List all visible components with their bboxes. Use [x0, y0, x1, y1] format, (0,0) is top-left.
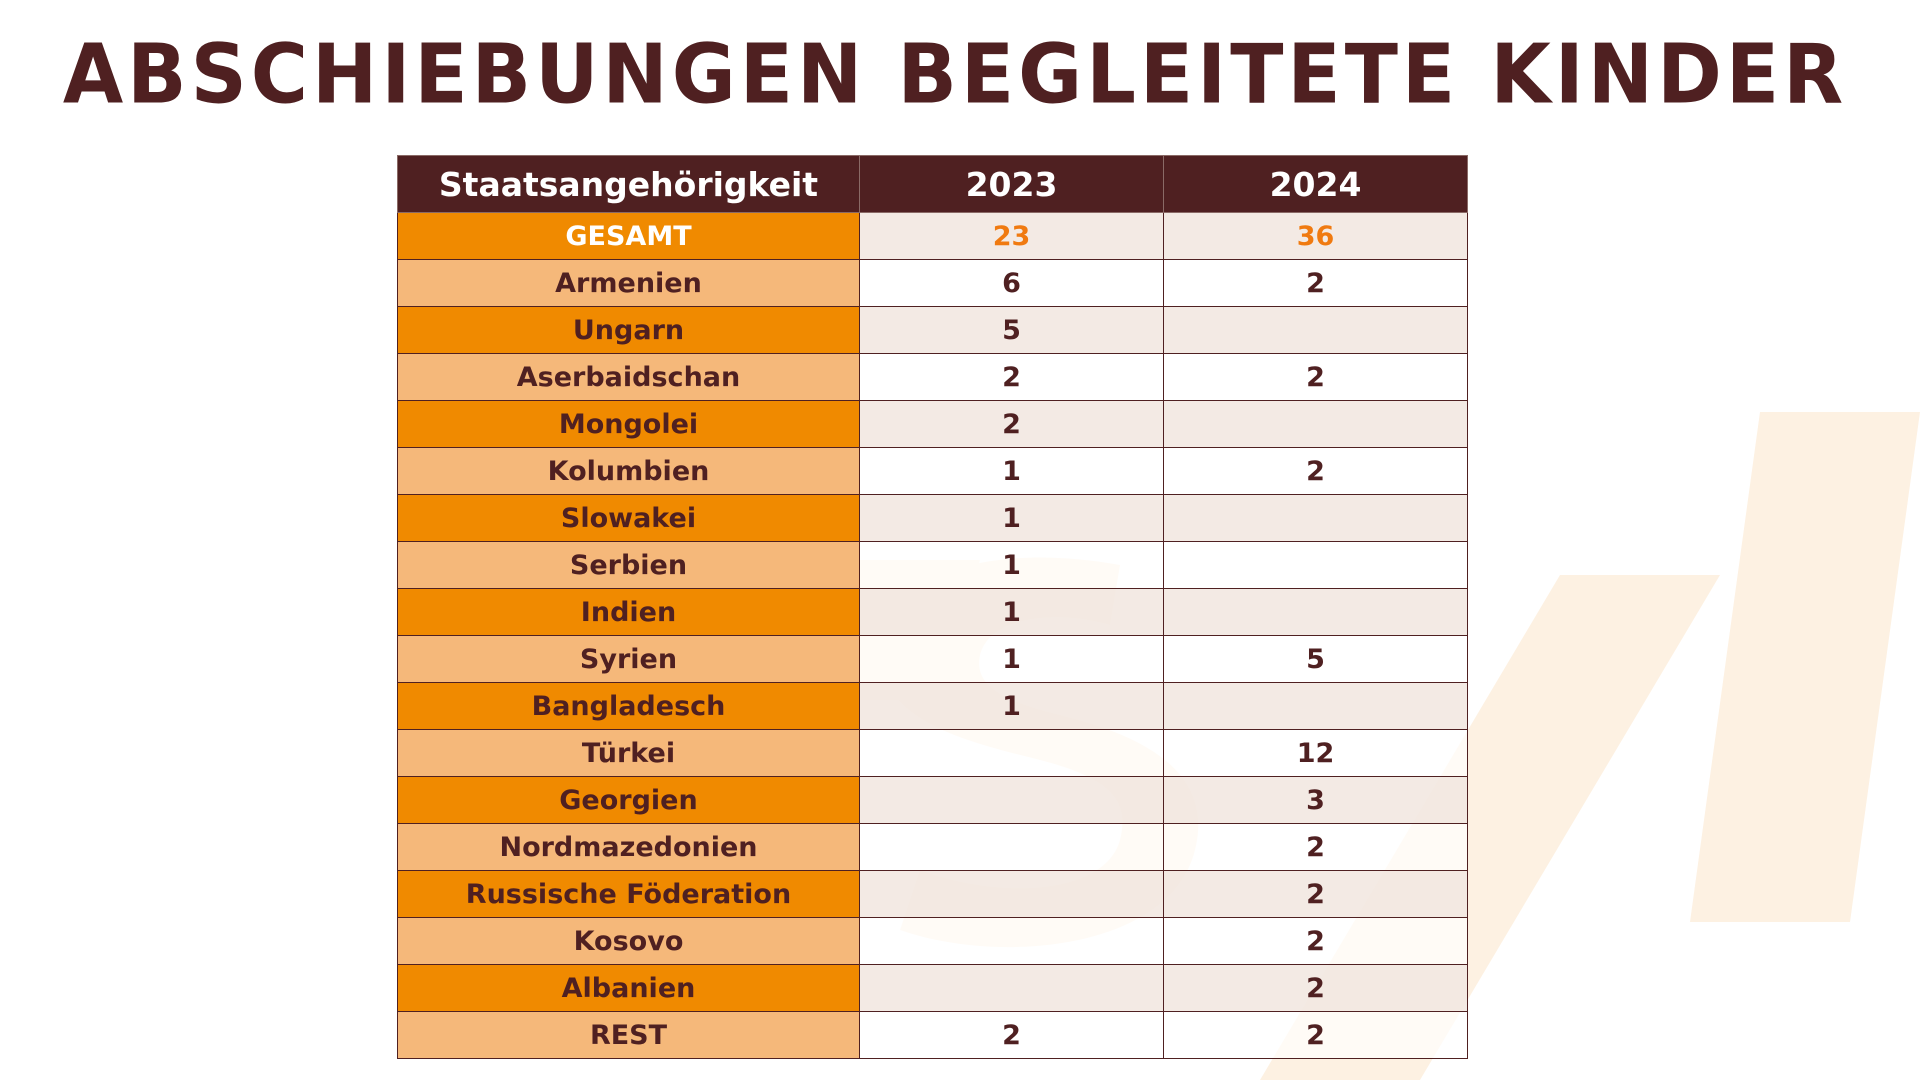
value-2023-cell: 1 — [859, 682, 1164, 730]
value-2024-cell: 36 — [1163, 212, 1468, 260]
value-2023-cell — [859, 823, 1164, 871]
nationality-cell: REST — [397, 1011, 860, 1059]
value-2024-cell: 2 — [1163, 964, 1468, 1012]
table-row: Serbien 1 — [397, 541, 1468, 589]
value-2024-cell — [1163, 682, 1468, 730]
nationality-cell: Nordmazedonien — [397, 823, 860, 871]
nationality-cell: Slowakei — [397, 494, 860, 542]
nationality-cell: Indien — [397, 588, 860, 636]
nationality-cell: Georgien — [397, 776, 860, 824]
value-2024-cell: 5 — [1163, 635, 1468, 683]
nationality-cell: Russische Föderation — [397, 870, 860, 918]
value-2023-cell: 2 — [859, 1011, 1164, 1059]
nationality-cell: Bangladesch — [397, 682, 860, 730]
watermark-slash-right — [1690, 412, 1920, 922]
value-2024-cell — [1163, 541, 1468, 589]
value-2023-cell: 6 — [859, 259, 1164, 307]
value-2023-cell — [859, 964, 1164, 1012]
value-2024-cell: 2 — [1163, 917, 1468, 965]
table-row: Syrien 1 5 — [397, 635, 1468, 683]
value-2023-cell: 5 — [859, 306, 1164, 354]
value-2023-cell: 2 — [859, 400, 1164, 448]
value-2024-cell: 2 — [1163, 1011, 1468, 1059]
column-header-2024: 2024 — [1163, 155, 1468, 213]
value-2023-cell: 2 — [859, 353, 1164, 401]
value-2023-cell — [859, 776, 1164, 824]
value-2023-cell: 1 — [859, 541, 1164, 589]
table-row: Ungarn 5 — [397, 306, 1468, 354]
nationality-cell: Albanien — [397, 964, 860, 1012]
value-2024-cell: 2 — [1163, 823, 1468, 871]
nationality-cell: Armenien — [397, 259, 860, 307]
value-2023-cell — [859, 917, 1164, 965]
table-row: Indien 1 — [397, 588, 1468, 636]
table-row: Russische Föderation 2 — [397, 870, 1468, 918]
table-header-row: Staatsangehörigkeit 2023 2024 — [397, 155, 1468, 213]
nationality-cell: Ungarn — [397, 306, 860, 354]
value-2024-cell — [1163, 306, 1468, 354]
table-row: Türkei 12 — [397, 729, 1468, 777]
column-header-2023: 2023 — [859, 155, 1164, 213]
table-row: Slowakei 1 — [397, 494, 1468, 542]
nationality-cell: Kosovo — [397, 917, 860, 965]
table-row: Albanien 2 — [397, 964, 1468, 1012]
value-2023-cell: 1 — [859, 635, 1164, 683]
nationality-cell: Kolumbien — [397, 447, 860, 495]
table-row: Bangladesch 1 — [397, 682, 1468, 730]
table-row: Armenien 6 2 — [397, 259, 1468, 307]
total-row: GESAMT 23 36 — [397, 212, 1468, 260]
value-2024-cell: 12 — [1163, 729, 1468, 777]
nationality-cell: Syrien — [397, 635, 860, 683]
deportation-table: Staatsangehörigkeit 2023 2024 GESAMT 23 36… — [397, 155, 1468, 1059]
value-2023-cell — [859, 729, 1164, 777]
value-2024-cell: 2 — [1163, 870, 1468, 918]
table-row: Nordmazedonien 2 — [397, 823, 1468, 871]
value-2024-cell — [1163, 494, 1468, 542]
table-row: Kolumbien 1 2 — [397, 447, 1468, 495]
nationality-cell: Mongolei — [397, 400, 860, 448]
nationality-cell: Serbien — [397, 541, 860, 589]
nationality-cell: GESAMT — [397, 212, 860, 260]
nationality-cell: Türkei — [397, 729, 860, 777]
value-2024-cell: 2 — [1163, 259, 1468, 307]
nationality-cell: Aserbaidschan — [397, 353, 860, 401]
column-header-nationality: Staatsangehörigkeit — [397, 155, 860, 213]
value-2023-cell: 1 — [859, 588, 1164, 636]
value-2024-cell: 2 — [1163, 447, 1468, 495]
value-2024-cell — [1163, 400, 1468, 448]
value-2024-cell — [1163, 588, 1468, 636]
page-title: ABSCHIEBUNGEN BEGLEITETE KINDER — [62, 27, 1848, 123]
value-2023-cell: 1 — [859, 447, 1164, 495]
value-2024-cell: 3 — [1163, 776, 1468, 824]
table-row: Georgien 3 — [397, 776, 1468, 824]
value-2023-cell — [859, 870, 1164, 918]
table-row: REST 2 2 — [397, 1011, 1468, 1059]
value-2023-cell: 23 — [859, 212, 1164, 260]
table-row: Aserbaidschan 2 2 — [397, 353, 1468, 401]
table-row: Kosovo 2 — [397, 917, 1468, 965]
value-2024-cell: 2 — [1163, 353, 1468, 401]
value-2023-cell: 1 — [859, 494, 1164, 542]
table-row: Mongolei 2 — [397, 400, 1468, 448]
deportation-table-container: Staatsangehörigkeit 2023 2024 GESAMT 23 36… — [397, 155, 1468, 1059]
table-body: GESAMT 23 36 Armenien 6 2 Ungarn 5 Aserbaidschan… — [397, 212, 1468, 1059]
